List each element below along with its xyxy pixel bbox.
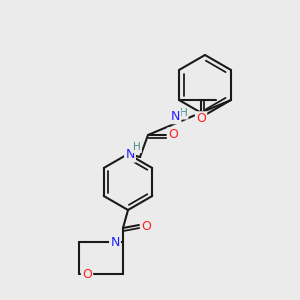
Text: N: N <box>125 148 135 161</box>
Text: H: H <box>133 142 141 152</box>
Text: H: H <box>180 109 188 118</box>
Text: N: N <box>171 110 180 123</box>
Text: O: O <box>82 268 92 281</box>
Text: O: O <box>196 112 206 125</box>
Text: O: O <box>168 128 178 142</box>
Text: N: N <box>110 236 120 250</box>
Text: O: O <box>141 220 151 232</box>
